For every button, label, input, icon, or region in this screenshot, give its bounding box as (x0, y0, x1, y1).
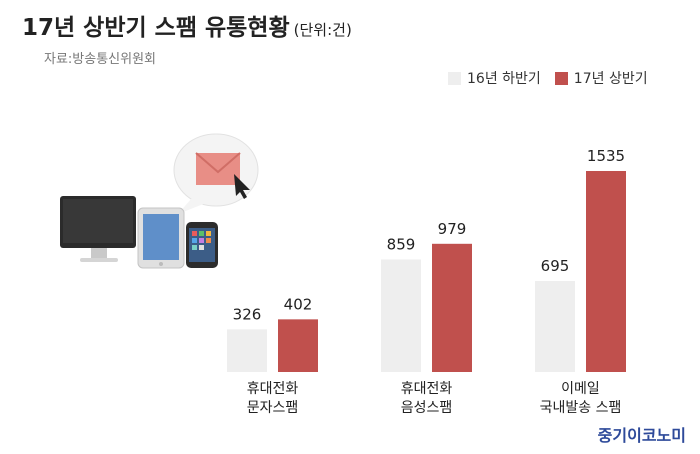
phone-icon (186, 222, 218, 268)
legend-swatch-16 (448, 71, 461, 85)
legend-item-17: 17년 상반기 (554, 68, 648, 88)
bar-1-0 (381, 259, 421, 372)
legend: 16년 하반기 17년 상반기 (448, 68, 662, 88)
data-label-1-0: 859 (387, 236, 416, 254)
bar-0-0 (227, 329, 267, 372)
legend-item-16: 16년 하반기 (448, 68, 541, 88)
chart-title-text: 17년 상반기 스팸 유통현황 (22, 15, 290, 41)
bar-2-1 (586, 171, 626, 372)
monitor-icon (60, 196, 136, 262)
category-label-1-1: 음성스팸 (401, 400, 453, 416)
data-label-0-0: 326 (233, 305, 262, 323)
legend-label-17: 17년 상반기 (573, 71, 648, 87)
legend-swatch-17 (554, 71, 568, 85)
data-label-1-1: 979 (438, 220, 467, 238)
data-label-2-0: 695 (541, 257, 570, 275)
data-label-2-1: 1535 (587, 147, 625, 165)
bar-1-1 (432, 243, 472, 372)
tablet-icon (137, 207, 185, 269)
brand-logo: 중기이코노미 (597, 426, 686, 445)
unit-label: (단위:건) (293, 21, 352, 39)
category-label-2-0: 이메일 (561, 381, 600, 397)
source-label: 자료:방송통신위원회 (44, 52, 157, 67)
chart-title: 17년 상반기 스팸 유통현황 (단위:건) (22, 8, 352, 42)
data-label-0-1: 402 (284, 295, 313, 313)
bar-0-1 (278, 319, 318, 372)
category-label-1-0: 휴대전화 (401, 381, 453, 397)
legend-label-16: 16년 하반기 (467, 71, 541, 87)
envelope-icon (195, 152, 241, 185)
category-label-0-0: 휴대전화 (247, 381, 299, 397)
cursor-icon (234, 174, 250, 199)
category-label-0-1: 문자스팸 (247, 400, 299, 416)
devices-illustration (60, 133, 259, 269)
bar-2-0 (535, 280, 575, 372)
category-label-2-1: 국내발송 스팸 (540, 400, 622, 416)
